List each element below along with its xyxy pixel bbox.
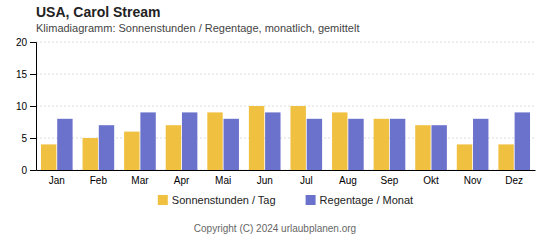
- grid-line: [36, 106, 535, 107]
- x-tick: Jan: [49, 175, 65, 186]
- bar: [124, 132, 139, 170]
- legend: Sonnenstunden / Tag Regentage / Monat: [158, 194, 413, 206]
- x-tick-label: Jul: [300, 175, 313, 186]
- y-tick-mark: [30, 74, 36, 75]
- bar: [457, 144, 472, 170]
- x-axis-line: [37, 170, 536, 171]
- x-tick: Nov: [464, 175, 482, 186]
- bar: [182, 112, 197, 170]
- y-tick-mark: [30, 170, 36, 171]
- x-tick-label: Jun: [257, 175, 273, 186]
- x-tick: Mar: [131, 175, 149, 186]
- x-tick-label: Mai: [215, 175, 231, 186]
- x-axis: Jan Feb Mar Apr Mai Jun Jul Aug Sep Okt Nov Dez: [37, 171, 536, 187]
- y-tick-mark: [30, 42, 36, 43]
- x-tick: Jul: [300, 175, 313, 186]
- x-tick-label: Okt: [423, 175, 439, 186]
- x-tick: Jun: [257, 175, 273, 186]
- grid-line: [36, 74, 535, 75]
- y-tick-label: 5: [21, 133, 27, 144]
- bars: [41, 106, 530, 170]
- series: [41, 106, 514, 170]
- legend-label: Regentage / Monat: [320, 194, 414, 206]
- x-tick-label: Sep: [381, 175, 399, 186]
- y-tick: 20: [16, 37, 36, 48]
- subtitle: Klimadiagramm: Sonnenstunden / Regentage…: [36, 22, 359, 34]
- title: USA, Carol Stream: [36, 4, 160, 20]
- bar: [498, 144, 513, 170]
- bar: [374, 119, 389, 170]
- bar: [224, 119, 239, 170]
- grid: [36, 42, 535, 170]
- bar: [515, 112, 530, 170]
- x-tick: Feb: [90, 175, 108, 186]
- x-tick-label: Aug: [339, 175, 357, 186]
- y-tick: 5: [21, 133, 36, 144]
- plot: 0 5 10 15 20 Jan Feb Mar Apr Mai Jun Jul Aug Sep Okt No…: [16, 37, 536, 186]
- y-tick: 15: [16, 69, 36, 80]
- y-tick-label: 10: [16, 101, 28, 112]
- bar: [207, 112, 222, 170]
- y-tick-label: 0: [21, 165, 27, 176]
- bar: [332, 112, 347, 170]
- x-tick-label: Dez: [505, 175, 523, 186]
- bar: [249, 106, 264, 170]
- y-tick-mark: [30, 138, 36, 139]
- y-tick: 10: [16, 101, 36, 112]
- y-axis: 0 5 10 15 20: [16, 37, 37, 176]
- x-tick: Apr: [174, 175, 190, 186]
- bar: [431, 125, 446, 170]
- annotation: Copyright (C) 2024 urlaubplanen.org: [194, 223, 356, 234]
- y-tick-label: 15: [16, 69, 28, 80]
- bar: [390, 119, 405, 170]
- chart: USA, Carol Stream Klimadiagramm: Sonnenst…: [0, 0, 550, 240]
- x-tick: Aug: [339, 175, 357, 186]
- x-tick-label: Mar: [131, 175, 149, 186]
- x-tick-label: Nov: [464, 175, 482, 186]
- bar: [265, 112, 280, 170]
- bar: [415, 125, 430, 170]
- x-tick: Dez: [505, 175, 523, 186]
- bar: [166, 125, 181, 170]
- x-tick: Okt: [423, 175, 439, 186]
- x-tick-label: Apr: [174, 175, 190, 186]
- series: [57, 112, 530, 170]
- x-tick-label: Jan: [49, 175, 65, 186]
- y-tick-mark: [30, 106, 36, 107]
- legend-swatch: [158, 195, 168, 205]
- legend-swatch: [306, 195, 316, 205]
- bar: [83, 138, 98, 170]
- bar: [57, 119, 72, 170]
- bar: [41, 144, 56, 170]
- grid-line: [36, 42, 535, 43]
- x-tick: Sep: [381, 175, 399, 186]
- x-tick: Mai: [215, 175, 231, 186]
- bar: [307, 119, 322, 170]
- bar: [348, 119, 363, 170]
- y-axis-line: [30, 43, 37, 171]
- legend-item: Regentage / Monat: [306, 194, 414, 206]
- bar: [473, 119, 488, 170]
- bar: [290, 106, 305, 170]
- legend-label: Sonnenstunden / Tag: [172, 194, 276, 206]
- y-tick: 0: [21, 165, 36, 176]
- y-tick-label: 20: [16, 37, 28, 48]
- bar: [99, 125, 114, 170]
- x-tick-label: Feb: [90, 175, 108, 186]
- legend-item: Sonnenstunden / Tag: [158, 194, 276, 206]
- bar: [140, 112, 155, 170]
